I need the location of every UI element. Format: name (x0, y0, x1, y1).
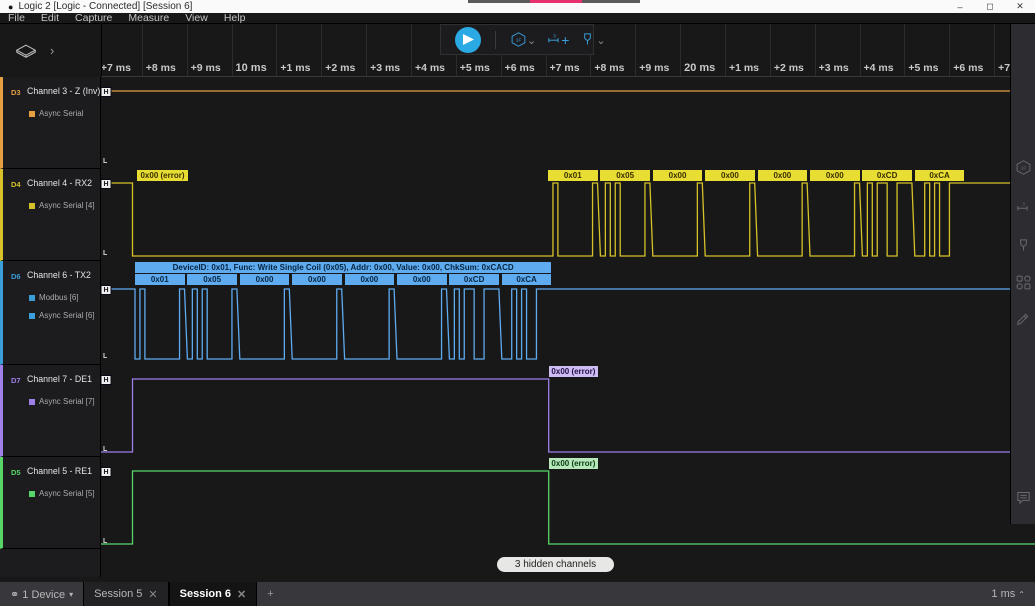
svg-text:3: 3 (1022, 201, 1025, 207)
svg-text:3: 3 (553, 33, 556, 39)
svg-text:1F: 1F (516, 37, 522, 43)
svg-text:1F: 1F (1021, 165, 1027, 171)
